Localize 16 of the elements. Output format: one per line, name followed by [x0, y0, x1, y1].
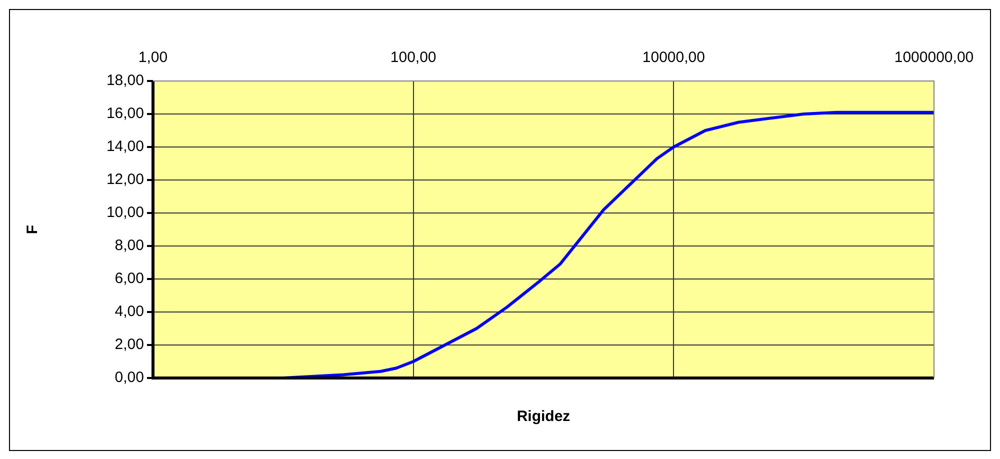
- y-tick-label: 14,00: [106, 138, 144, 156]
- y-tick-label: 8,00: [114, 237, 144, 254]
- y-tick-label: 2,00: [114, 336, 144, 354]
- y-axis-title: F: [24, 224, 42, 234]
- y-tick-label: 4,00: [114, 303, 144, 320]
- x-axis-title: Rigidez: [516, 408, 572, 425]
- y-tick-label: 6,00: [114, 270, 144, 288]
- y-tick-label: 12,00: [106, 171, 144, 188]
- x-tick-label: 100,00: [390, 49, 436, 66]
- x-tick-label: 1000000,00: [894, 49, 974, 66]
- y-tick-label: 0,00: [114, 369, 144, 386]
- x-tick-label: 1,00: [138, 49, 168, 66]
- y-tick-label: 16,00: [106, 105, 144, 122]
- x-tick-label: 10000,00: [642, 49, 705, 66]
- y-tick-label: 10,00: [106, 204, 144, 222]
- y-tick-label: 18,00: [106, 72, 144, 90]
